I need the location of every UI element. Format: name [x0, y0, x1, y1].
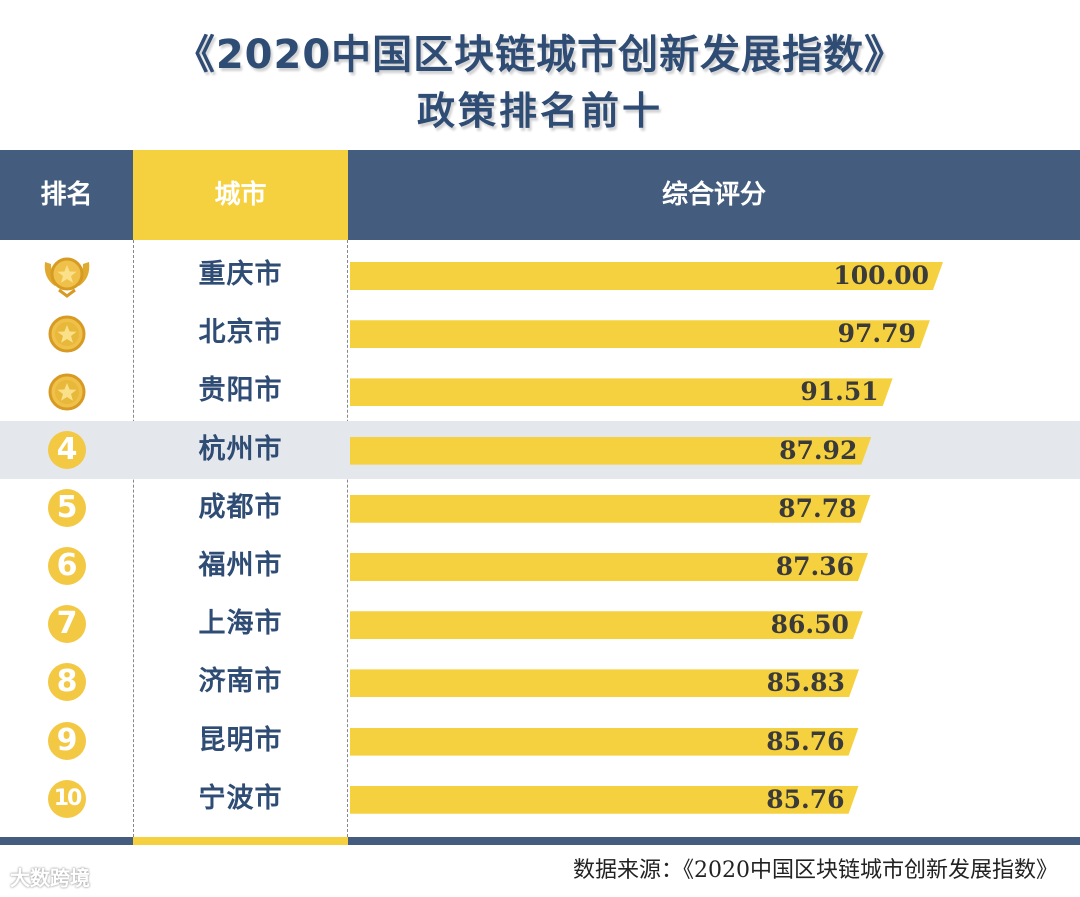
score-bar	[350, 495, 871, 523]
score-value-label: 85.83	[766, 668, 845, 698]
table-row: 5 成都市 87.78	[0, 479, 1080, 537]
chart-subtitle: 政策排名前十	[416, 89, 663, 133]
score-bar	[350, 378, 893, 406]
rank-badge: 10	[48, 779, 86, 818]
score-value-label: 100.00	[833, 261, 929, 290]
city-label: 北京市	[198, 317, 283, 349]
city-label: 上海市	[198, 608, 283, 640]
header-city: 城市	[133, 150, 348, 240]
city-label: 福州市	[198, 550, 283, 581]
star-medal-icon	[47, 314, 87, 358]
city-label: 济南市	[198, 666, 283, 698]
table-row: 6 福州市 87.36	[0, 537, 1080, 595]
watermark-logo: 大数跨境	[10, 866, 90, 890]
score-bar	[350, 786, 859, 814]
score-value-label: 87.36	[775, 552, 855, 581]
data-source-note: 数据来源：《2020中国区块链城市创新发展指数》	[573, 858, 1058, 883]
city-column-divider	[133, 240, 348, 837]
score-value-label: 91.51	[800, 377, 879, 407]
rank-badge: 8	[48, 663, 86, 702]
rank-badge: 6	[48, 547, 86, 585]
score-bar	[350, 437, 871, 465]
score-value-label: 86.50	[770, 610, 849, 640]
table-footer-bar	[0, 837, 1080, 845]
header-score: 综合评分	[661, 180, 766, 210]
score-value-label: 97.79	[837, 319, 916, 349]
city-label: 成都市	[198, 491, 283, 523]
score-bar	[350, 669, 859, 697]
rank-badge: 4	[48, 430, 86, 469]
city-label: 贵阳市	[198, 375, 283, 407]
table-header: 排名 城市 综合评分	[0, 150, 1080, 240]
header-rank: 排名	[40, 180, 93, 210]
table-row: 重庆市 100.00	[0, 246, 1080, 304]
score-bar	[350, 320, 930, 348]
table-row: 4 杭州市 87.92	[0, 420, 1080, 479]
table-row: 9 昆明市 85.76	[0, 712, 1080, 770]
city-label: 杭州市	[198, 433, 283, 465]
score-bar	[350, 728, 859, 756]
table-row: 8 济南市 85.83	[0, 653, 1080, 711]
score-value-label: 87.92	[779, 435, 858, 465]
table-row: 10 宁波市 85.76	[0, 770, 1080, 828]
table-row: 贵阳市 91.51	[0, 362, 1080, 420]
gold-winged-medal-icon	[41, 252, 93, 302]
table-row: 北京市 97.79	[0, 304, 1080, 362]
rank-badge: 9	[48, 721, 86, 760]
score-bar	[350, 611, 863, 639]
rank-badge: 5	[48, 488, 86, 527]
city-label: 宁波市	[198, 782, 283, 814]
city-label: 重庆市	[198, 259, 283, 290]
score-value-label: 85.76	[766, 726, 845, 756]
chart-title: 《2020中国区块链城市创新发展指数》	[174, 32, 906, 78]
rank-badge: 7	[48, 605, 86, 644]
star-medal-icon	[47, 372, 87, 416]
city-label: 昆明市	[198, 724, 283, 756]
table-row: 7 上海市 86.50	[0, 595, 1080, 653]
score-bar	[350, 262, 943, 290]
score-bar	[350, 553, 868, 581]
score-value-label: 85.76	[766, 784, 845, 814]
score-value-label: 87.78	[778, 493, 857, 523]
